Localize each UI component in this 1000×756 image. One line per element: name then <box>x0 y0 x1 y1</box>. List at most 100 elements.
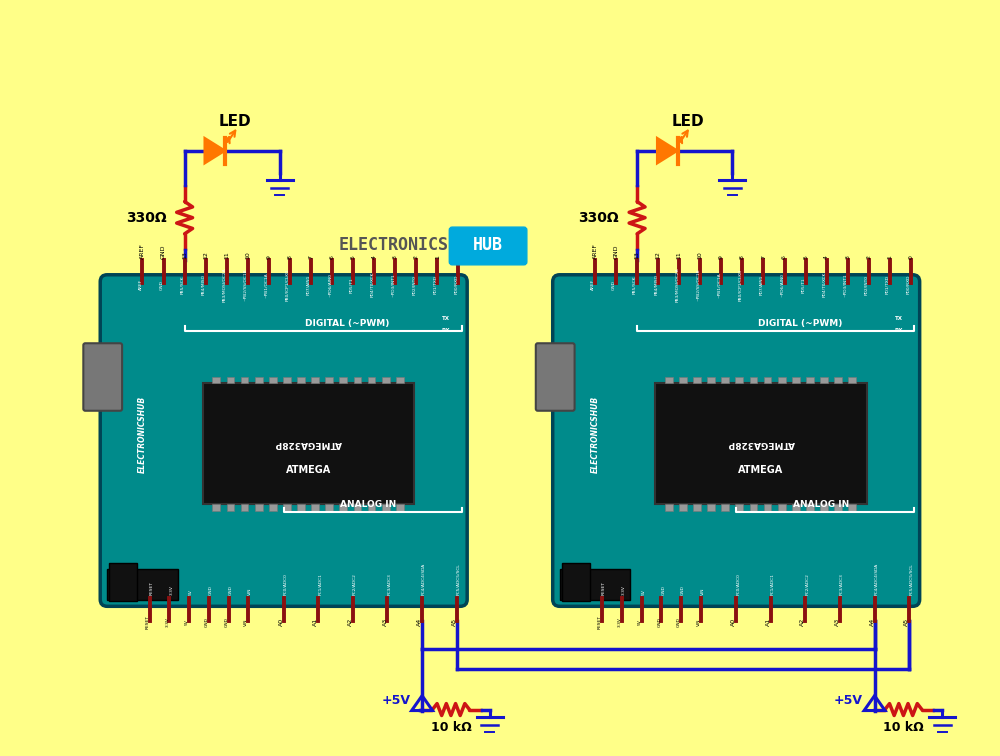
Text: VIN: VIN <box>701 588 705 596</box>
Bar <box>325 504 333 510</box>
Bar <box>806 504 814 510</box>
Text: A5: A5 <box>904 618 909 626</box>
Polygon shape <box>657 138 678 163</box>
Bar <box>227 504 234 510</box>
Text: 10 kΩ: 10 kΩ <box>431 721 471 735</box>
Bar <box>778 377 786 383</box>
Text: GND: GND <box>612 280 616 290</box>
Text: GND: GND <box>160 280 164 290</box>
FancyBboxPatch shape <box>560 569 630 600</box>
Text: GND: GND <box>209 585 213 596</box>
Text: GND: GND <box>661 585 665 596</box>
Text: 4: 4 <box>824 255 829 259</box>
Bar <box>382 377 390 383</box>
FancyBboxPatch shape <box>107 569 178 600</box>
Bar <box>354 504 361 510</box>
Text: 9: 9 <box>719 255 724 259</box>
FancyBboxPatch shape <box>562 563 590 601</box>
FancyBboxPatch shape <box>83 343 122 411</box>
Bar <box>396 377 404 383</box>
Text: ATMEGA328P: ATMEGA328P <box>275 439 342 448</box>
Bar <box>311 377 319 383</box>
Text: 10: 10 <box>698 251 703 259</box>
Bar <box>778 504 786 510</box>
Text: PD0/RXD: PD0/RXD <box>454 275 458 294</box>
Text: 5V: 5V <box>189 590 193 596</box>
Text: A3: A3 <box>835 618 840 626</box>
Bar <box>283 377 291 383</box>
Text: PC0/ADC0: PC0/ADC0 <box>284 574 288 596</box>
Text: PC4/ADC4/SDA: PC4/ADC4/SDA <box>422 563 426 596</box>
Bar <box>297 377 305 383</box>
FancyBboxPatch shape <box>536 343 575 411</box>
Text: PD4/T0/XCK: PD4/T0/XCK <box>823 272 827 297</box>
Bar <box>721 504 729 510</box>
Bar <box>311 504 319 510</box>
Text: A0: A0 <box>279 618 284 626</box>
Bar <box>354 377 361 383</box>
Bar <box>735 504 743 510</box>
Text: DIGITAL (~PWM): DIGITAL (~PWM) <box>305 319 389 328</box>
Text: PD2/INT0: PD2/INT0 <box>865 274 869 295</box>
Bar <box>834 504 842 510</box>
Text: ATMEGA328P: ATMEGA328P <box>727 439 795 448</box>
Bar <box>255 504 263 510</box>
Text: +5V: +5V <box>381 693 410 707</box>
Text: GND: GND <box>205 617 209 627</box>
Bar <box>368 377 375 383</box>
Bar <box>735 377 743 383</box>
Text: HUB: HUB <box>473 236 503 254</box>
Text: 7: 7 <box>309 255 314 259</box>
Bar <box>764 504 771 510</box>
Text: 3.3V: 3.3V <box>618 617 622 627</box>
Text: ~PD3/INT1: ~PD3/INT1 <box>844 273 848 296</box>
Text: ELECTRONICSHUB: ELECTRONICSHUB <box>590 395 599 472</box>
Bar <box>212 377 220 383</box>
Text: 10 kΩ: 10 kΩ <box>883 721 924 735</box>
Text: PC1/ADC1: PC1/ADC1 <box>771 574 775 596</box>
Bar <box>848 377 856 383</box>
Text: PC1/ADC1: PC1/ADC1 <box>318 574 322 596</box>
Bar <box>764 377 771 383</box>
Bar <box>368 504 375 510</box>
Bar <box>297 504 305 510</box>
Text: ANALOG IN: ANALOG IN <box>793 500 849 509</box>
Bar <box>665 504 673 510</box>
FancyBboxPatch shape <box>109 563 137 601</box>
Text: PB0/ICP1/CLKO: PB0/ICP1/CLKO <box>738 268 742 301</box>
Text: GND: GND <box>161 244 166 259</box>
Bar <box>269 377 277 383</box>
Text: LED: LED <box>219 114 251 129</box>
Text: A1: A1 <box>313 618 318 626</box>
Text: 11: 11 <box>224 251 229 259</box>
Bar <box>750 377 757 383</box>
Text: PD1/TXD: PD1/TXD <box>433 275 437 294</box>
Bar <box>241 504 248 510</box>
Text: A0: A0 <box>731 618 736 626</box>
Text: ~PB1/OC1A: ~PB1/OC1A <box>265 272 269 298</box>
Bar <box>693 377 701 383</box>
Text: 1: 1 <box>887 255 892 259</box>
Text: RX: RX <box>894 327 903 333</box>
Text: PC2/ADC2: PC2/ADC2 <box>805 574 809 596</box>
Bar <box>679 377 687 383</box>
Text: 8: 8 <box>740 255 745 259</box>
Text: VIN: VIN <box>248 588 252 596</box>
Text: 6: 6 <box>330 255 335 259</box>
Text: A2: A2 <box>348 618 353 626</box>
Text: 3: 3 <box>393 255 398 259</box>
Bar <box>269 504 277 510</box>
Text: 0: 0 <box>908 255 913 259</box>
Bar <box>227 377 234 383</box>
Text: 5V: 5V <box>642 590 646 596</box>
Text: ~PB1/OC1A: ~PB1/OC1A <box>717 272 721 298</box>
Bar <box>750 504 757 510</box>
Text: ANALOG IN: ANALOG IN <box>340 500 397 509</box>
Text: ~PB2/SS/OC1B: ~PB2/SS/OC1B <box>696 268 700 301</box>
Text: 13: 13 <box>182 251 187 259</box>
Text: RX: RX <box>442 327 450 333</box>
Text: PD0/RXD: PD0/RXD <box>907 275 911 294</box>
Text: GND: GND <box>677 617 681 627</box>
FancyBboxPatch shape <box>553 274 920 606</box>
Text: PB5/SCK: PB5/SCK <box>181 275 185 294</box>
